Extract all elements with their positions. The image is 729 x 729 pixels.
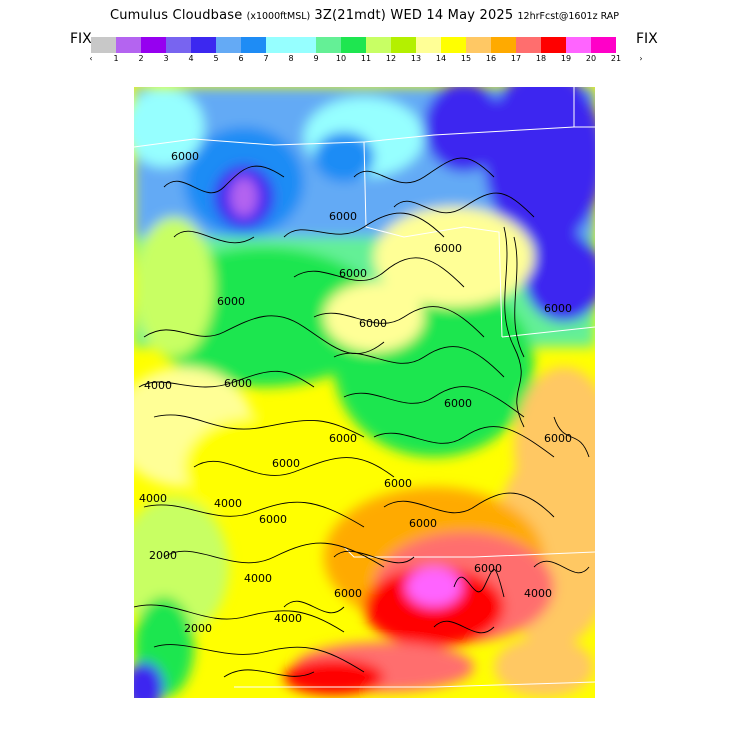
color-swatch [416,37,441,53]
state-boundaries [134,87,595,688]
color-scale-tick-label: 8 [288,54,294,63]
color-swatch [366,37,391,53]
color-scale-tick-label: 20 [585,54,597,63]
contour-label: 4000 [524,587,552,600]
color-swatch [341,37,366,53]
contour-label: 4000 [139,492,167,505]
color-scale-tick-label: 17 [510,54,522,63]
color-swatch [441,37,466,53]
contour-label: 4000 [144,379,172,392]
contour-label: 6000 [272,457,300,470]
contour-label-group: 6000 6000 6000 6000 6000 6000 6000 6000 … [139,150,572,635]
contour-label: 6000 [544,302,572,315]
color-scale-tick-label: 7 [263,54,269,63]
color-swatch [391,37,416,53]
color-scale-tick-label: 9 [313,54,319,63]
contour-label: 6000 [359,317,387,330]
color-scale-tick-label: 14 [435,54,447,63]
contour-lines [134,157,590,678]
color-swatch [541,37,566,53]
chart-title: Cumulus Cloudbase (x1000ftMSL) 3Z(21mdt)… [0,8,729,23]
contour-label: 6000 [434,242,462,255]
contour-label: 6000 [171,150,199,163]
contour-label: 4000 [244,572,272,585]
color-scale-tick-label: 19 [560,54,572,63]
contour-label: 4000 [274,612,302,625]
fix-label-left: FIX [70,31,92,47]
title-main: Cumulus Cloudbase [109,8,243,23]
color-swatch [91,37,116,53]
color-scale-tick-label: 16 [485,54,497,63]
contour-label: 6000 [339,267,367,280]
color-swatch [566,37,591,53]
color-scale-tick-label: 3 [163,54,169,63]
color-swatch [241,37,266,53]
contour-label: 6000 [474,562,502,575]
contour-label: 6000 [409,517,437,530]
color-swatch [466,37,491,53]
contour-label: 6000 [334,587,362,600]
color-swatch [141,37,166,53]
title-valid-time: 3Z(21mdt) WED 14 May 2025 [314,8,514,23]
color-swatch [266,37,291,53]
color-swatch [291,37,316,53]
title-units: (x1000ftMSL) [246,11,311,22]
color-scale-tick-label: 21 [610,54,622,63]
contour-label: 6000 [384,477,412,490]
color-scale-tick-label: 4 [188,54,194,63]
contour-label: 6000 [444,397,472,410]
color-scale-tick-label: 10 [335,54,347,63]
color-swatch [116,37,141,53]
color-scale-tick-label: 1 [113,54,119,63]
color-scale-tick-label: 2 [138,54,144,63]
contour-label: 4000 [214,497,242,510]
color-scale-tick-label: › [639,54,643,63]
color-scale-tick-label: 6 [238,54,244,63]
cloudbase-field [134,87,595,698]
fix-label-right: FIX [636,31,658,47]
color-swatch [316,37,341,53]
color-scale-tick-label: ‹ [89,54,93,63]
color-scale-tick-label: 11 [360,54,372,63]
color-swatch [191,37,216,53]
title-model-run: 12hrFcst@1601z RAP [517,11,620,22]
contour-label: 6000 [329,210,357,223]
color-swatch [166,37,191,53]
contour-label: 6000 [259,513,287,526]
cloudbase-map: 6000 6000 6000 6000 6000 6000 6000 6000 … [134,87,595,698]
contour-label: 6000 [217,295,245,308]
color-scale-tick-label: 18 [535,54,547,63]
contour-label: 2000 [149,549,177,562]
color-scale-tick-label: 5 [213,54,219,63]
color-scale-tick-label: 12 [385,54,397,63]
contour-label: 2000 [184,622,212,635]
color-swatch [516,37,541,53]
contour-label: 6000 [224,377,252,390]
color-scale-tick-label: 15 [460,54,472,63]
color-scale-tick-label: 13 [410,54,422,63]
color-scale-ticks: ‹ 1 2 3 4 5 6 7 8 9 10 11 12 13 14 15 16 17 18 19 20 21 › [89,54,651,66]
color-swatch [591,37,616,53]
color-swatch [491,37,516,53]
contour-label: 6000 [329,432,357,445]
contour-label: 6000 [544,432,572,445]
color-swatch [216,37,241,53]
color-scale-bar [91,37,640,53]
